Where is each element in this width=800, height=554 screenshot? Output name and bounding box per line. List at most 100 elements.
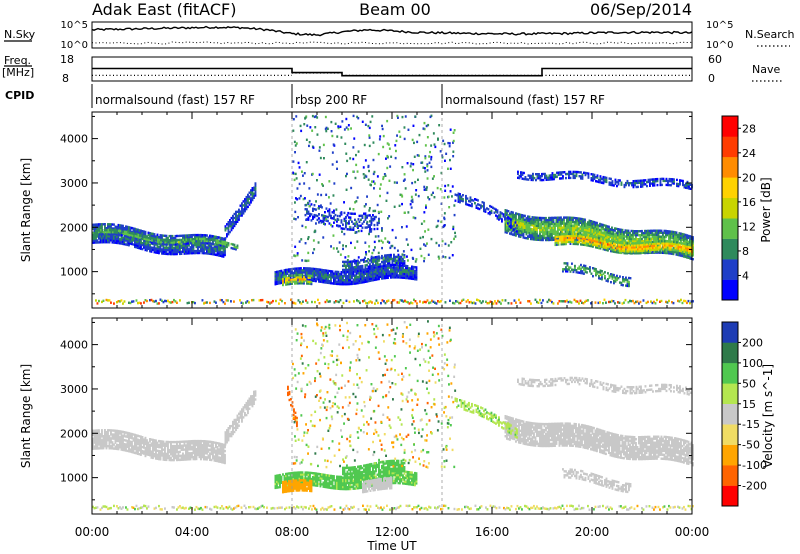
echo-cell bbox=[415, 272, 418, 275]
echo-cell bbox=[545, 228, 547, 232]
echo-cell bbox=[451, 195, 453, 198]
echo-cell bbox=[367, 258, 370, 261]
echo-cell bbox=[378, 273, 380, 277]
echo-cell bbox=[400, 270, 403, 273]
echo-cell bbox=[179, 244, 181, 248]
echo-cell bbox=[388, 241, 391, 244]
echo-cell bbox=[499, 211, 502, 214]
echo-cell bbox=[300, 276, 302, 279]
echo-cell bbox=[572, 176, 575, 180]
echo-cell bbox=[559, 171, 561, 174]
echo-cell bbox=[340, 279, 343, 282]
echo-cell bbox=[393, 181, 396, 184]
echo-cell bbox=[108, 233, 111, 236]
echo-cell bbox=[117, 239, 120, 243]
echo-cell bbox=[645, 237, 648, 241]
echo-cell bbox=[104, 235, 106, 238]
echo-cell bbox=[312, 269, 314, 272]
echo-cell bbox=[437, 219, 440, 223]
echo-cell bbox=[93, 239, 96, 242]
echo-cell bbox=[542, 238, 544, 242]
echo-cell bbox=[122, 226, 124, 230]
echo-cell bbox=[555, 230, 558, 233]
echo-cell bbox=[655, 180, 657, 183]
echo-cell bbox=[620, 251, 623, 255]
echo-cell bbox=[504, 209, 507, 212]
echo-cell bbox=[564, 228, 567, 231]
echo-cell bbox=[366, 278, 368, 281]
echo-cell bbox=[332, 194, 335, 197]
echo-cell bbox=[669, 234, 672, 237]
echo-cell bbox=[522, 220, 525, 223]
echo-cell bbox=[298, 182, 301, 186]
echo-cell bbox=[581, 225, 583, 229]
echo-cell bbox=[363, 278, 365, 282]
echo-cell bbox=[95, 223, 97, 226]
echo-cell bbox=[599, 247, 602, 250]
echo-cell bbox=[149, 237, 152, 240]
echo-cell bbox=[349, 282, 352, 286]
echo-cell bbox=[110, 235, 112, 238]
echo-cell bbox=[238, 212, 240, 215]
echo-cell bbox=[114, 235, 117, 238]
echo-cell bbox=[136, 237, 138, 240]
echo-cell bbox=[610, 181, 612, 185]
echo-cell bbox=[369, 120, 372, 124]
echo-cell bbox=[513, 224, 515, 227]
echo-cell bbox=[550, 174, 552, 177]
echo-cell bbox=[623, 231, 625, 234]
echo-cell bbox=[186, 240, 189, 243]
echo-cell bbox=[590, 245, 593, 248]
echo-cell bbox=[230, 222, 233, 226]
echo-cell bbox=[280, 281, 283, 285]
echo-cell bbox=[381, 265, 383, 268]
echo-cell bbox=[566, 268, 569, 271]
echo-cell bbox=[574, 240, 576, 244]
echo-cell bbox=[513, 225, 516, 229]
echo-cell bbox=[585, 224, 588, 228]
echo-cell bbox=[531, 220, 534, 223]
echo-cell bbox=[509, 214, 511, 217]
echo-cell bbox=[366, 216, 368, 219]
echo-cell bbox=[166, 243, 168, 246]
echo-cell bbox=[593, 224, 595, 228]
echo-cell bbox=[599, 179, 602, 182]
echo-cell bbox=[253, 192, 255, 195]
echo-cell bbox=[352, 270, 355, 273]
echo-cell bbox=[170, 244, 172, 248]
echo-cell bbox=[378, 219, 380, 223]
echo-cell bbox=[606, 229, 609, 232]
echo-cell bbox=[215, 247, 217, 250]
echo-cell bbox=[513, 233, 516, 237]
echo-cell bbox=[547, 178, 549, 181]
echo-cell bbox=[393, 276, 395, 279]
echo-cell bbox=[602, 240, 605, 243]
echo-cell bbox=[185, 246, 187, 249]
echo-cell bbox=[534, 236, 537, 239]
echo-cell bbox=[313, 208, 316, 211]
echo-cell bbox=[634, 250, 636, 253]
echo-cell bbox=[623, 278, 626, 281]
echo-cell bbox=[232, 214, 234, 218]
echo-cell bbox=[226, 227, 228, 230]
echo-cell bbox=[647, 239, 649, 243]
echo-cell bbox=[428, 161, 431, 164]
echo-cell bbox=[312, 207, 314, 210]
echo-cell bbox=[588, 225, 591, 228]
echo-cell bbox=[301, 259, 304, 262]
echo-cell bbox=[558, 220, 561, 223]
echo-cell bbox=[185, 252, 187, 255]
echo-cell bbox=[158, 247, 160, 251]
echo-cell bbox=[373, 276, 376, 280]
echo-cell bbox=[98, 233, 101, 236]
echo-cell bbox=[604, 238, 606, 241]
echo-cell bbox=[286, 272, 289, 275]
echo-cell bbox=[536, 232, 538, 235]
echo-cell bbox=[688, 185, 690, 188]
echo-cell bbox=[515, 212, 517, 215]
echo-cell bbox=[355, 265, 358, 269]
echo-cell bbox=[442, 225, 445, 229]
echo-cell bbox=[366, 195, 368, 198]
echo-cell bbox=[137, 244, 139, 247]
echo-cell bbox=[105, 237, 108, 240]
